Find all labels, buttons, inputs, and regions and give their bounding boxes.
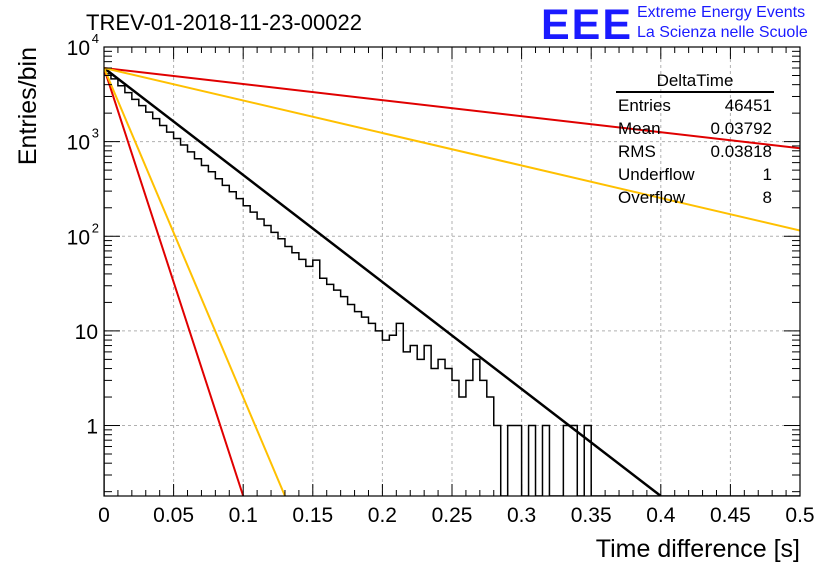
stats-label: Overflow — [618, 188, 686, 207]
stats-row-mean: Mean 0.03792 — [612, 117, 780, 140]
logo-line1: Extreme Energy Events — [637, 4, 806, 21]
y-axis-label: Entries/bin — [14, 47, 42, 165]
y-tick-exponent: 4 — [92, 31, 99, 46]
x-tick-label: 0.1 — [229, 504, 258, 527]
x-tick-label: 0 — [98, 504, 110, 527]
y-tick-label: 10 — [75, 321, 98, 344]
x-tick-label: 0.25 — [432, 504, 473, 527]
logo-line2: La Scienza nelle Scuole — [637, 24, 808, 41]
x-tick-label: 0.05 — [153, 504, 194, 527]
x-tick-label: 0.5 — [785, 504, 814, 527]
yellow-line — [104, 67, 286, 496]
y-tick-label: 1 — [86, 416, 98, 439]
chart-title: TREV-01-2018-11-23-00022 — [86, 10, 362, 35]
stats-label: RMS — [618, 142, 656, 161]
stats-box: DeltaTime Entries 46451 Mean 0.03792 RMS… — [612, 71, 780, 209]
y-tick-label: 10 — [67, 132, 90, 155]
stats-value: 1 — [762, 165, 772, 184]
stats-title: DeltaTime — [616, 71, 774, 93]
yellow-line — [104, 67, 800, 232]
stats-row-underflow: Underflow 1 — [612, 163, 780, 186]
x-axis-label: Time difference [s] — [596, 535, 800, 563]
stats-value: 46451 — [724, 96, 772, 115]
stats-label: Mean — [618, 119, 661, 138]
x-tick-label: 0.3 — [507, 504, 536, 527]
x-tick-label: 0.2 — [368, 504, 397, 527]
y-tick-exponent: 2 — [92, 220, 99, 235]
x-tick-label: 0.35 — [571, 504, 612, 527]
red-line — [104, 67, 245, 496]
y-tick-label: 10 — [67, 226, 90, 249]
stats-row-rms: RMS 0.03818 — [612, 140, 780, 163]
stats-row-entries: Entries 46451 — [612, 94, 780, 117]
stats-value: 8 — [762, 188, 772, 207]
red-line — [104, 67, 800, 150]
x-tick-label: 0.15 — [292, 504, 333, 527]
eee-logo: EEE — [541, 1, 634, 49]
fit-line — [104, 67, 662, 496]
y-tick-label: 10 — [67, 37, 90, 60]
histogram-steps — [104, 73, 800, 496]
stats-label: Underflow — [618, 165, 695, 184]
x-tick-label: 0.4 — [646, 504, 676, 527]
y-tick-exponent: 3 — [92, 126, 99, 141]
stats-value: 0.03792 — [710, 119, 772, 138]
stats-value: 0.03818 — [710, 142, 772, 161]
stats-row-overflow: Overflow 8 — [612, 186, 780, 209]
stats-label: Entries — [618, 96, 671, 115]
x-tick-label: 0.45 — [710, 504, 751, 527]
